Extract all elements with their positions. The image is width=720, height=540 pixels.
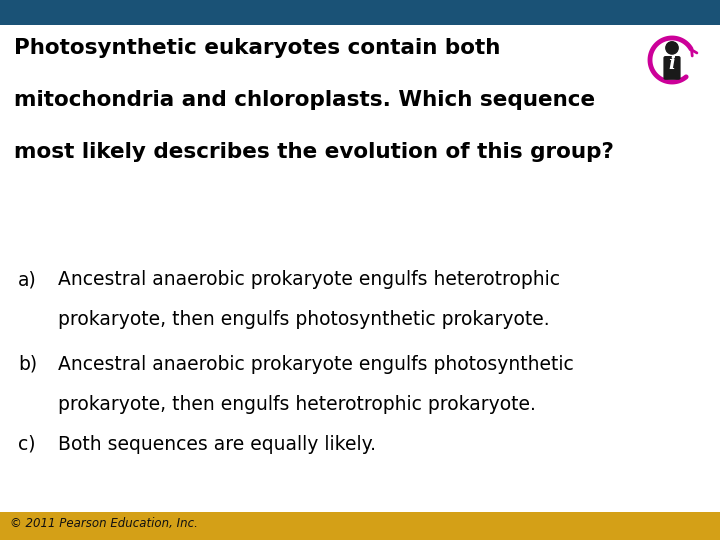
Text: prokaryote, then engulfs photosynthetic prokaryote.: prokaryote, then engulfs photosynthetic … <box>58 310 549 329</box>
Text: prokaryote, then engulfs heterotrophic prokaryote.: prokaryote, then engulfs heterotrophic p… <box>58 395 536 414</box>
Circle shape <box>666 42 678 54</box>
Text: most likely describes the evolution of this group?: most likely describes the evolution of t… <box>14 142 614 162</box>
Text: c): c) <box>18 435 35 454</box>
Text: Both sequences are equally likely.: Both sequences are equally likely. <box>58 435 376 454</box>
Bar <box>0 0 720 25</box>
Text: Photosynthetic eukaryotes contain both: Photosynthetic eukaryotes contain both <box>14 38 500 58</box>
Text: i: i <box>669 56 675 73</box>
Text: b): b) <box>18 355 37 374</box>
Text: a): a) <box>18 270 37 289</box>
Text: Ancestral anaerobic prokaryote engulfs heterotrophic: Ancestral anaerobic prokaryote engulfs h… <box>58 270 560 289</box>
FancyBboxPatch shape <box>663 56 680 80</box>
Text: mitochondria and chloroplasts. Which sequence: mitochondria and chloroplasts. Which seq… <box>14 90 595 110</box>
Text: Ancestral anaerobic prokaryote engulfs photosynthetic: Ancestral anaerobic prokaryote engulfs p… <box>58 355 574 374</box>
Text: © 2011 Pearson Education, Inc.: © 2011 Pearson Education, Inc. <box>10 517 198 530</box>
Bar <box>0 512 720 540</box>
